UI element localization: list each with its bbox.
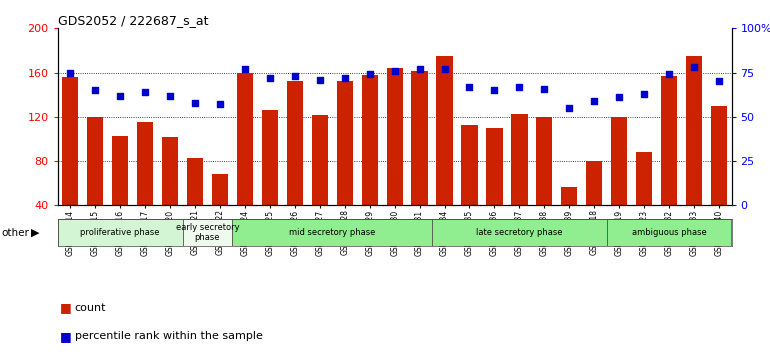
Point	[388, 68, 400, 74]
Bar	[58, 219, 182, 246]
Bar	[411, 72, 427, 250]
Point	[588, 98, 601, 104]
Point	[363, 72, 376, 77]
Bar	[711, 106, 727, 250]
Point	[214, 102, 226, 107]
Point	[413, 66, 426, 72]
Text: ■: ■	[60, 302, 72, 314]
Point	[289, 73, 301, 79]
Point	[663, 72, 675, 77]
Bar	[437, 56, 453, 250]
Point	[538, 86, 551, 91]
Bar	[212, 175, 228, 250]
Bar	[511, 114, 527, 250]
Point	[114, 93, 126, 98]
Bar	[607, 219, 731, 246]
Bar	[387, 68, 403, 250]
Bar	[611, 117, 628, 250]
Bar	[686, 56, 702, 250]
Bar	[62, 77, 79, 250]
Bar	[362, 75, 378, 250]
Point	[64, 70, 76, 75]
Bar	[487, 128, 503, 250]
Bar	[137, 122, 153, 250]
Point	[464, 84, 476, 90]
Bar	[286, 81, 303, 250]
Bar	[432, 219, 607, 246]
Bar	[262, 110, 278, 250]
Text: ▶: ▶	[31, 228, 39, 238]
Bar	[561, 187, 578, 250]
Point	[438, 66, 450, 72]
Bar	[162, 137, 178, 250]
Text: ■: ■	[60, 330, 72, 343]
Point	[613, 95, 625, 100]
Bar	[237, 73, 253, 250]
Point	[688, 64, 700, 70]
Point	[263, 75, 276, 81]
Bar	[87, 117, 103, 250]
Text: count: count	[75, 303, 106, 313]
Text: GDS2052 / 222687_s_at: GDS2052 / 222687_s_at	[58, 14, 208, 27]
Point	[239, 66, 251, 72]
Bar	[536, 117, 552, 250]
Bar	[312, 115, 328, 250]
Text: mid secretory phase: mid secretory phase	[289, 228, 376, 237]
Text: early secretory
phase: early secretory phase	[176, 223, 239, 242]
Point	[488, 87, 500, 93]
Bar	[636, 152, 652, 250]
Text: other: other	[2, 228, 29, 238]
Text: late secretory phase: late secretory phase	[476, 228, 563, 237]
Point	[313, 77, 326, 82]
Point	[563, 105, 575, 111]
Point	[89, 87, 102, 93]
Bar	[336, 81, 353, 250]
Bar	[182, 219, 233, 246]
Point	[139, 89, 151, 95]
Point	[189, 100, 201, 105]
Bar	[233, 219, 432, 246]
Bar	[586, 161, 602, 250]
Bar	[187, 158, 203, 250]
Point	[514, 84, 526, 90]
Bar	[112, 136, 129, 250]
Point	[164, 93, 176, 98]
Bar	[461, 125, 477, 250]
Point	[339, 75, 351, 81]
Text: percentile rank within the sample: percentile rank within the sample	[75, 331, 263, 341]
Text: ambiguous phase: ambiguous phase	[631, 228, 707, 237]
Bar	[661, 76, 678, 250]
Point	[713, 79, 725, 84]
Text: proliferative phase: proliferative phase	[80, 228, 160, 237]
Point	[638, 91, 651, 97]
